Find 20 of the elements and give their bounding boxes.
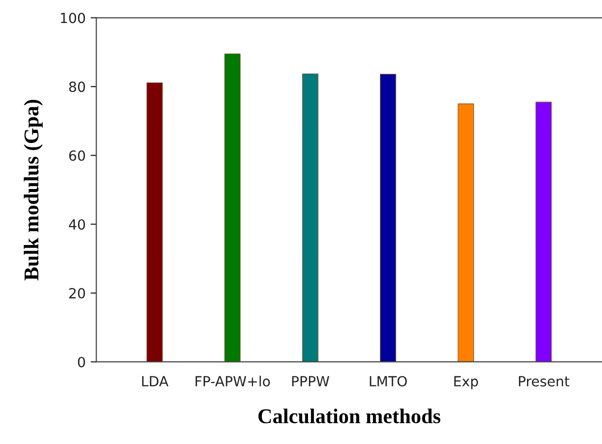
x-tick-label: LDA	[142, 376, 168, 386]
y-tick-label: 80	[69, 82, 85, 92]
bar	[146, 82, 163, 362]
x-axis-title: Calculation methods	[258, 408, 440, 424]
x-tick-label: PPPW	[292, 376, 330, 386]
bar	[380, 74, 396, 362]
y-tick-label: 0	[78, 356, 85, 368]
x-tick-label: Exp	[454, 376, 478, 390]
x-tick-label: FP-APW+lo	[196, 376, 270, 386]
y-tick-label: 60	[69, 150, 85, 161]
y-axis-title: Bulk modulus (Gpa)	[24, 100, 43, 280]
y-tick-label: 40	[68, 219, 85, 230]
x-tick-label: Present	[518, 376, 570, 386]
bar	[458, 104, 474, 362]
bar	[302, 74, 318, 362]
y-tick-label: 20	[69, 288, 85, 299]
bar	[224, 54, 241, 362]
bar	[536, 102, 552, 362]
x-tick-label: LMTO	[370, 376, 407, 386]
y-tick-label: 100	[60, 12, 85, 24]
